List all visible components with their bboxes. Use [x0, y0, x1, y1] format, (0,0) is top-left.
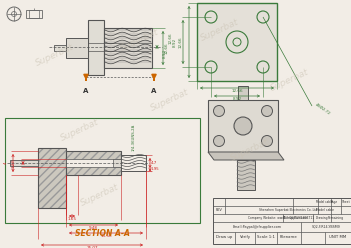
Text: SQ2-F.R14-YBSM9: SQ2-F.R14-YBSM9: [312, 225, 340, 229]
Text: 12.66: 12.66: [179, 36, 183, 48]
Text: 13.56: 13.56: [100, 234, 112, 238]
Text: 1.95: 1.95: [151, 166, 160, 171]
Text: Scale 1:1: Scale 1:1: [257, 235, 275, 239]
Text: Shenzhen Superbat Electronics Co.,Ltd: Shenzhen Superbat Electronics Co.,Ltd: [259, 208, 317, 212]
Text: Model cable: Model cable: [316, 200, 332, 204]
Text: 4: 4: [4, 162, 8, 164]
Text: Superbat: Superbat: [79, 182, 121, 208]
Text: Superbat: Superbat: [59, 117, 101, 143]
Bar: [38, 148, 66, 208]
Bar: [66, 151, 121, 175]
Text: Page: Page: [330, 200, 338, 204]
Bar: [38, 148, 66, 208]
Text: 12.66: 12.66: [165, 42, 169, 54]
Text: Superbat: Superbat: [230, 137, 271, 163]
Text: 1.27: 1.27: [12, 158, 16, 167]
Text: TEL: 0675231804711: TEL: 0675231804711: [282, 216, 314, 220]
Text: Company Website: www.rfsupplier.com: Company Website: www.rfsupplier.com: [248, 216, 307, 220]
Text: Remaining: Remaining: [328, 216, 344, 220]
Bar: [208, 100, 278, 152]
Text: 4XØ2.72: 4XØ2.72: [314, 102, 331, 116]
Text: Superbat: Superbat: [34, 42, 75, 68]
Text: 1/4-36UNS-2A: 1/4-36UNS-2A: [132, 124, 135, 151]
Bar: [29, 10, 39, 18]
Text: REV: REV: [216, 208, 223, 212]
Bar: [26, 10, 42, 18]
Circle shape: [261, 105, 272, 117]
Text: 15.07: 15.07: [86, 246, 98, 248]
Text: A: A: [151, 88, 157, 94]
Text: Drawing: Drawing: [316, 216, 328, 220]
Bar: [54, 45, 66, 51]
Text: 12.66: 12.66: [231, 89, 243, 93]
Bar: [66, 159, 121, 167]
Bar: [213, 198, 351, 244]
Bar: [66, 38, 88, 58]
Bar: [88, 20, 104, 75]
Text: 12.66: 12.66: [169, 32, 173, 44]
Text: Sheet: Sheet: [342, 200, 350, 204]
Text: 9.48: 9.48: [89, 226, 98, 230]
Text: Filename: Filename: [280, 235, 298, 239]
Text: SECTION A-A: SECTION A-A: [75, 228, 130, 238]
Text: Superbat: Superbat: [270, 67, 311, 93]
Text: Email:Paypal@rfsupplier.com: Email:Paypal@rfsupplier.com: [232, 225, 282, 229]
Text: Model cable: Model cable: [316, 208, 334, 212]
Circle shape: [213, 135, 225, 147]
Text: 4.7: 4.7: [151, 161, 157, 165]
Text: A: A: [83, 88, 89, 94]
Bar: [66, 151, 121, 175]
Bar: [113, 159, 121, 167]
Bar: [121, 155, 146, 171]
Text: Draw up: Draw up: [216, 235, 232, 239]
Text: Superbat: Superbat: [199, 17, 240, 43]
Text: 8.92: 8.92: [232, 97, 241, 101]
Bar: [238, 86, 248, 100]
Bar: [197, 3, 277, 81]
Text: Superbat: Superbat: [119, 27, 161, 53]
Circle shape: [234, 117, 252, 135]
Text: 8.92: 8.92: [163, 48, 167, 58]
Text: UNIT MM: UNIT MM: [329, 235, 347, 239]
Circle shape: [213, 105, 225, 117]
Text: 8.92: 8.92: [173, 37, 177, 47]
Text: Superbat: Superbat: [150, 87, 191, 113]
Bar: [5, 118, 200, 223]
Bar: [237, 160, 255, 190]
Circle shape: [261, 135, 272, 147]
Bar: [104, 28, 152, 68]
Bar: [10, 160, 38, 166]
Text: Verify: Verify: [239, 235, 251, 239]
Polygon shape: [208, 152, 284, 160]
Text: 1.65: 1.65: [67, 217, 77, 221]
